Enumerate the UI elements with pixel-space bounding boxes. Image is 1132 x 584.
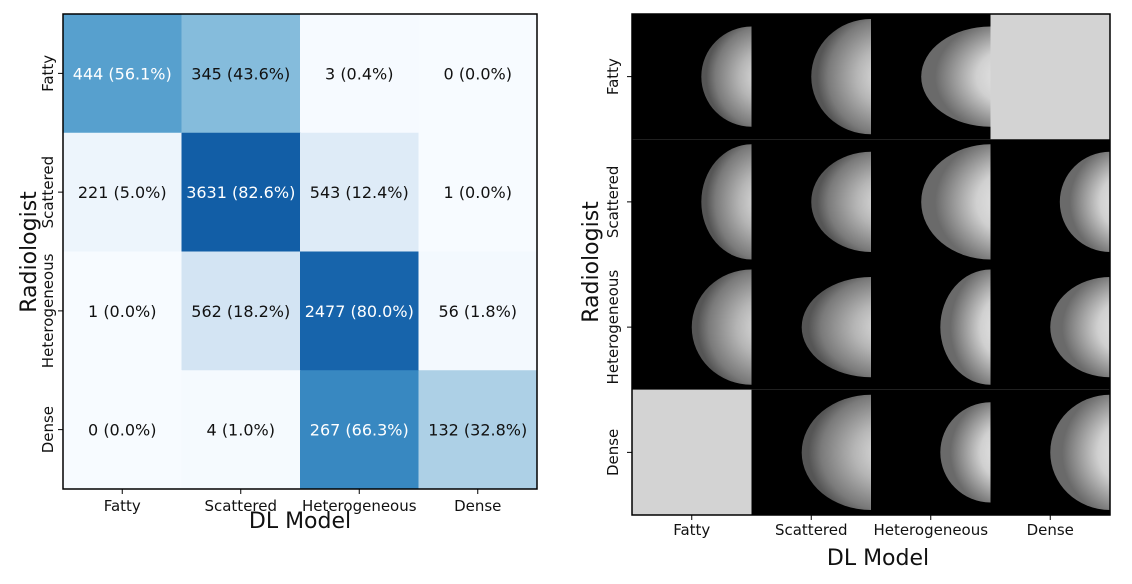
heatmap-x-axis-title: DL Model [249, 509, 351, 534]
heatmap-cell-fatty-fatty [63, 14, 182, 134]
image-grid-y-tick-label: Fatty [604, 58, 622, 95]
mammogram-image [940, 402, 991, 503]
heatmap-cell-heterogeneous-heterogeneous [300, 251, 419, 371]
heatmap-cell-label: 221 (5.0%) [78, 183, 167, 202]
mammogram-image [811, 19, 871, 135]
heatmap-cell-label: 4 (1.0%) [207, 421, 275, 440]
heatmap-cell-dense-fatty [63, 370, 182, 490]
heatmap-cell-label: 0 (0.0%) [444, 64, 512, 83]
heatmap-x-tick-label: Scattered [204, 497, 277, 515]
heatmap-cell-label: 444 (56.1%) [73, 64, 172, 83]
heatmap-cell-dense-heterogeneous [300, 370, 419, 490]
heatmap-y-ticks: Fatty Scattered Heterogeneous Dense [39, 55, 63, 453]
mammogram-image [801, 277, 871, 378]
mammogram-image [921, 26, 991, 127]
heatmap-cell-label: 56 (1.8%) [438, 302, 517, 321]
heatmap-cell-dense-scattered [181, 370, 301, 490]
heatmap-cell-label: 1 (0.0%) [444, 183, 512, 202]
image-grid-y-tick-label: Scattered [604, 166, 622, 239]
mammogram-image [811, 151, 871, 252]
heatmap-cell-fatty-dense [418, 14, 538, 134]
mammogram-image [1050, 277, 1110, 378]
heatmap-y-tick-label: Scattered [39, 156, 57, 229]
image-grid-x-tick-label: Heterogeneous [873, 521, 988, 539]
image-grid-y-tick-label: Heterogeneous [604, 270, 622, 385]
heatmap-cell-label: 562 (18.2%) [191, 302, 290, 321]
heatmap-cell-fatty-heterogeneous [300, 14, 419, 134]
mammogram-image [1050, 394, 1110, 510]
image-grid-y-axis-title: Radiologist [579, 201, 604, 323]
heatmap-frame [62, 13, 538, 490]
mammogram-image [801, 394, 871, 510]
image-grid-x-tick-label: Fatty [673, 521, 710, 539]
mammogram-image [701, 144, 752, 260]
heatmap-cell-label: 1 (0.0%) [88, 302, 156, 321]
heatmap-y-tick-label: Fatty [39, 55, 57, 92]
heatmap-cell-label: 267 (66.3%) [310, 421, 409, 440]
mammogram-image [921, 144, 991, 260]
heatmap-y-axis-title: Radiologist [17, 191, 42, 313]
mammogram-example-grid [632, 14, 1110, 515]
heatmap-y-tick-label: Dense [39, 406, 57, 453]
mammogram-image [701, 26, 752, 127]
heatmap-cell-label: 2477 (80.0%) [305, 302, 414, 321]
heatmap-cell-scattered-heterogeneous [300, 132, 419, 252]
image-cell-fatty-dense-empty [990, 14, 1110, 140]
mammogram-image [691, 269, 752, 385]
image-grid-y-tick-label: Dense [604, 429, 622, 476]
image-grid-y-ticks: Fatty Scattered Heterogeneous Dense [604, 58, 632, 476]
mammogram-image [1059, 151, 1110, 252]
heatmap-cell-label: 0 (0.0%) [88, 421, 156, 440]
heatmap-cell-label: 543 (12.4%) [310, 183, 409, 202]
heatmap-x-tick-label: Dense [454, 497, 501, 515]
heatmap-cell-label: 3631 (82.6%) [186, 183, 295, 202]
image-grid-x-ticks: Fatty Scattered Heterogeneous Dense [673, 515, 1074, 539]
heatmap-x-tick-label: Fatty [104, 497, 141, 515]
image-grid-frame [631, 13, 1111, 516]
heatmap-cell-heterogeneous-dense [418, 251, 538, 371]
heatmap-cell-label: 3 (0.4%) [325, 64, 393, 83]
image-grid-x-tick-label: Scattered [775, 521, 848, 539]
mammogram-image [940, 269, 991, 385]
heatmap-cell-scattered-fatty [63, 132, 182, 252]
heatmap-cell-heterogeneous-scattered [181, 251, 301, 371]
image-grid-x-axis-title: DL Model [827, 546, 929, 571]
heatmap-y-tick-label: Heterogeneous [39, 253, 57, 368]
image-cell-dense-fatty-empty [632, 389, 752, 515]
heatmap-cell-label: 132 (32.8%) [428, 421, 527, 440]
heatmap-x-tick-label: Heterogeneous [302, 497, 417, 515]
heatmap-cell-heterogeneous-fatty [63, 251, 182, 371]
heatmap-cell-scattered-dense [418, 132, 538, 252]
heatmap-cell-fatty-scattered [181, 14, 301, 134]
heatmap-cell-dense-dense [418, 370, 538, 490]
image-grid-x-tick-label: Dense [1027, 521, 1074, 539]
confusion-matrix-heatmap: 444 (56.1%) 345 (43.6%) 3 (0.4%) 0 (0.0%) 22… [63, 14, 538, 490]
heatmap-cell-scattered-scattered [181, 132, 301, 252]
heatmap-cell-label: 345 (43.6%) [191, 64, 290, 83]
heatmap-x-ticks: Fatty Scattered Heterogeneous Dense [104, 489, 501, 515]
